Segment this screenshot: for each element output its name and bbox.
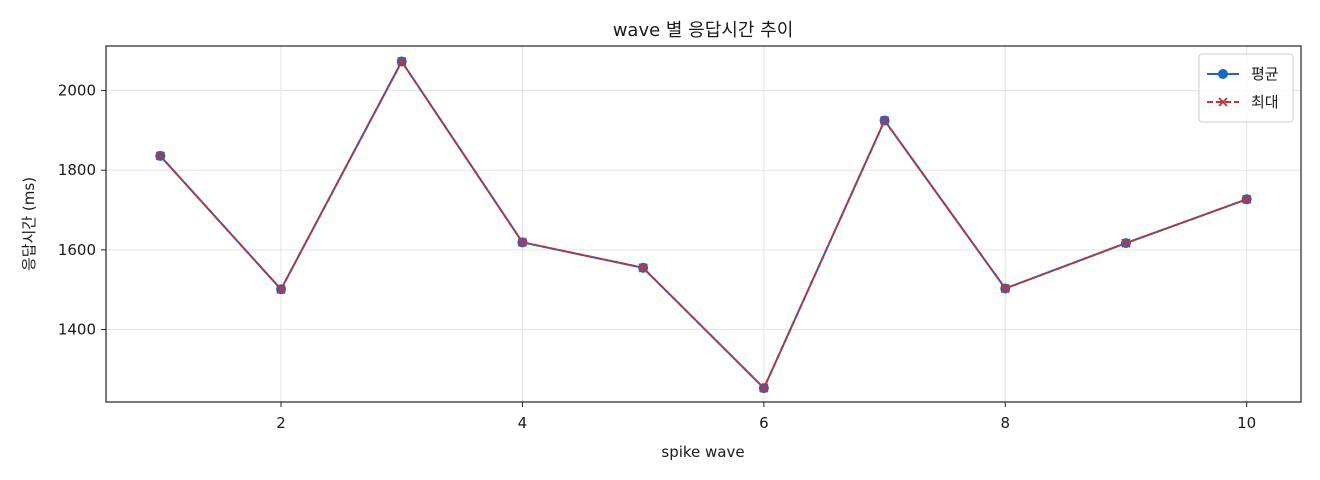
- x-marker-stroke: [155, 151, 165, 161]
- x-marker-stroke: [638, 263, 648, 273]
- x-tick-label: 4: [518, 414, 528, 432]
- y-tick-label: 1600: [58, 241, 96, 259]
- series-layer: [155, 56, 1252, 394]
- x-marker-stroke: [1000, 283, 1010, 294]
- series-line-2: [159, 60, 1248, 390]
- x-marker-stroke: [397, 56, 407, 67]
- x-axis: 2 4 6 8 10: [276, 402, 1256, 432]
- y-axis: 1400 1600 1800 2000: [58, 82, 106, 339]
- x-marker-stroke: [1121, 238, 1131, 248]
- series-2-point: [1121, 238, 1131, 248]
- series-2-point: [638, 263, 648, 273]
- y-tick-label: 1400: [58, 321, 96, 339]
- legend-marker-2: [1218, 97, 1228, 107]
- series-2-point: [1242, 194, 1252, 204]
- legend-label-2: 최대: [1251, 93, 1279, 111]
- chart-title: wave 별 응답시간 추이: [613, 20, 794, 41]
- series-2-point: [759, 383, 769, 393]
- x-marker-stroke: [1242, 194, 1252, 204]
- y-tick-label: 2000: [58, 82, 96, 100]
- grid-lines: [106, 46, 1301, 402]
- x-tick-label: 10: [1237, 414, 1256, 432]
- y-tick-label: 1800: [58, 161, 96, 179]
- x-marker-stroke: [1218, 97, 1228, 107]
- legend-label-1: 평균: [1251, 65, 1279, 83]
- series-2-point: [276, 284, 286, 294]
- x-axis-label: spike wave: [661, 443, 744, 461]
- plot-area-frame: [105, 45, 1302, 403]
- series-2-point: [155, 151, 165, 161]
- series-2-point: [879, 115, 890, 126]
- legend-box: [1198, 53, 1294, 123]
- series-2-point: [1000, 283, 1010, 294]
- x-marker-stroke: [759, 383, 769, 393]
- x-marker-stroke: [517, 237, 528, 247]
- x-tick-label: 2: [276, 414, 286, 432]
- series-2-point: [397, 56, 407, 67]
- x-marker-stroke: [879, 115, 890, 126]
- series-line-1: [159, 60, 1248, 390]
- legend-marker-1: [1218, 69, 1228, 79]
- y-axis-label: 응답시간 (ms): [20, 177, 38, 271]
- x-marker-stroke: [276, 284, 286, 294]
- series-2-point: [517, 237, 528, 247]
- x-tick-label: 8: [1000, 414, 1010, 432]
- x-tick-label: 6: [759, 414, 769, 432]
